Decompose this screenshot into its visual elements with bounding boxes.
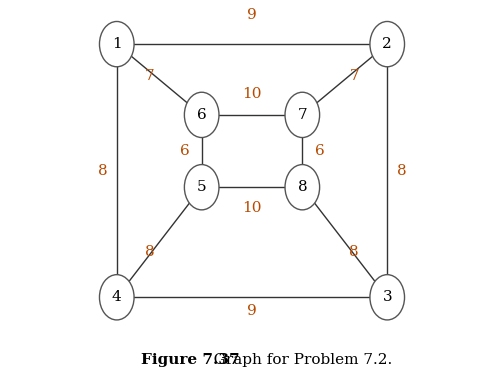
Ellipse shape bbox=[184, 92, 219, 138]
Text: 6: 6 bbox=[179, 144, 190, 158]
Text: Figure 7.37: Figure 7.37 bbox=[141, 353, 240, 367]
Text: 5: 5 bbox=[197, 180, 207, 194]
Text: Graph for Problem 7.2.: Graph for Problem 7.2. bbox=[199, 353, 392, 367]
Text: 8: 8 bbox=[98, 165, 107, 178]
Ellipse shape bbox=[370, 275, 405, 320]
Text: 7: 7 bbox=[349, 68, 359, 83]
Ellipse shape bbox=[285, 165, 320, 210]
Text: 10: 10 bbox=[242, 87, 262, 101]
Ellipse shape bbox=[370, 21, 405, 67]
Ellipse shape bbox=[285, 92, 320, 138]
Text: 8: 8 bbox=[297, 180, 307, 194]
Text: 6: 6 bbox=[314, 144, 325, 158]
Text: 4: 4 bbox=[112, 290, 121, 304]
Text: 8: 8 bbox=[349, 245, 359, 259]
Text: 8: 8 bbox=[397, 165, 406, 178]
Text: 10: 10 bbox=[242, 201, 262, 215]
Text: 7: 7 bbox=[297, 108, 307, 122]
Text: 3: 3 bbox=[383, 290, 392, 304]
Text: 2: 2 bbox=[383, 37, 392, 51]
Text: 9: 9 bbox=[247, 304, 257, 318]
Ellipse shape bbox=[99, 275, 134, 320]
Text: 9: 9 bbox=[247, 8, 257, 22]
Ellipse shape bbox=[184, 165, 219, 210]
Text: 7: 7 bbox=[145, 68, 155, 83]
Text: 1: 1 bbox=[112, 37, 121, 51]
Ellipse shape bbox=[99, 21, 134, 67]
Text: 6: 6 bbox=[197, 108, 207, 122]
Text: 8: 8 bbox=[145, 245, 155, 259]
